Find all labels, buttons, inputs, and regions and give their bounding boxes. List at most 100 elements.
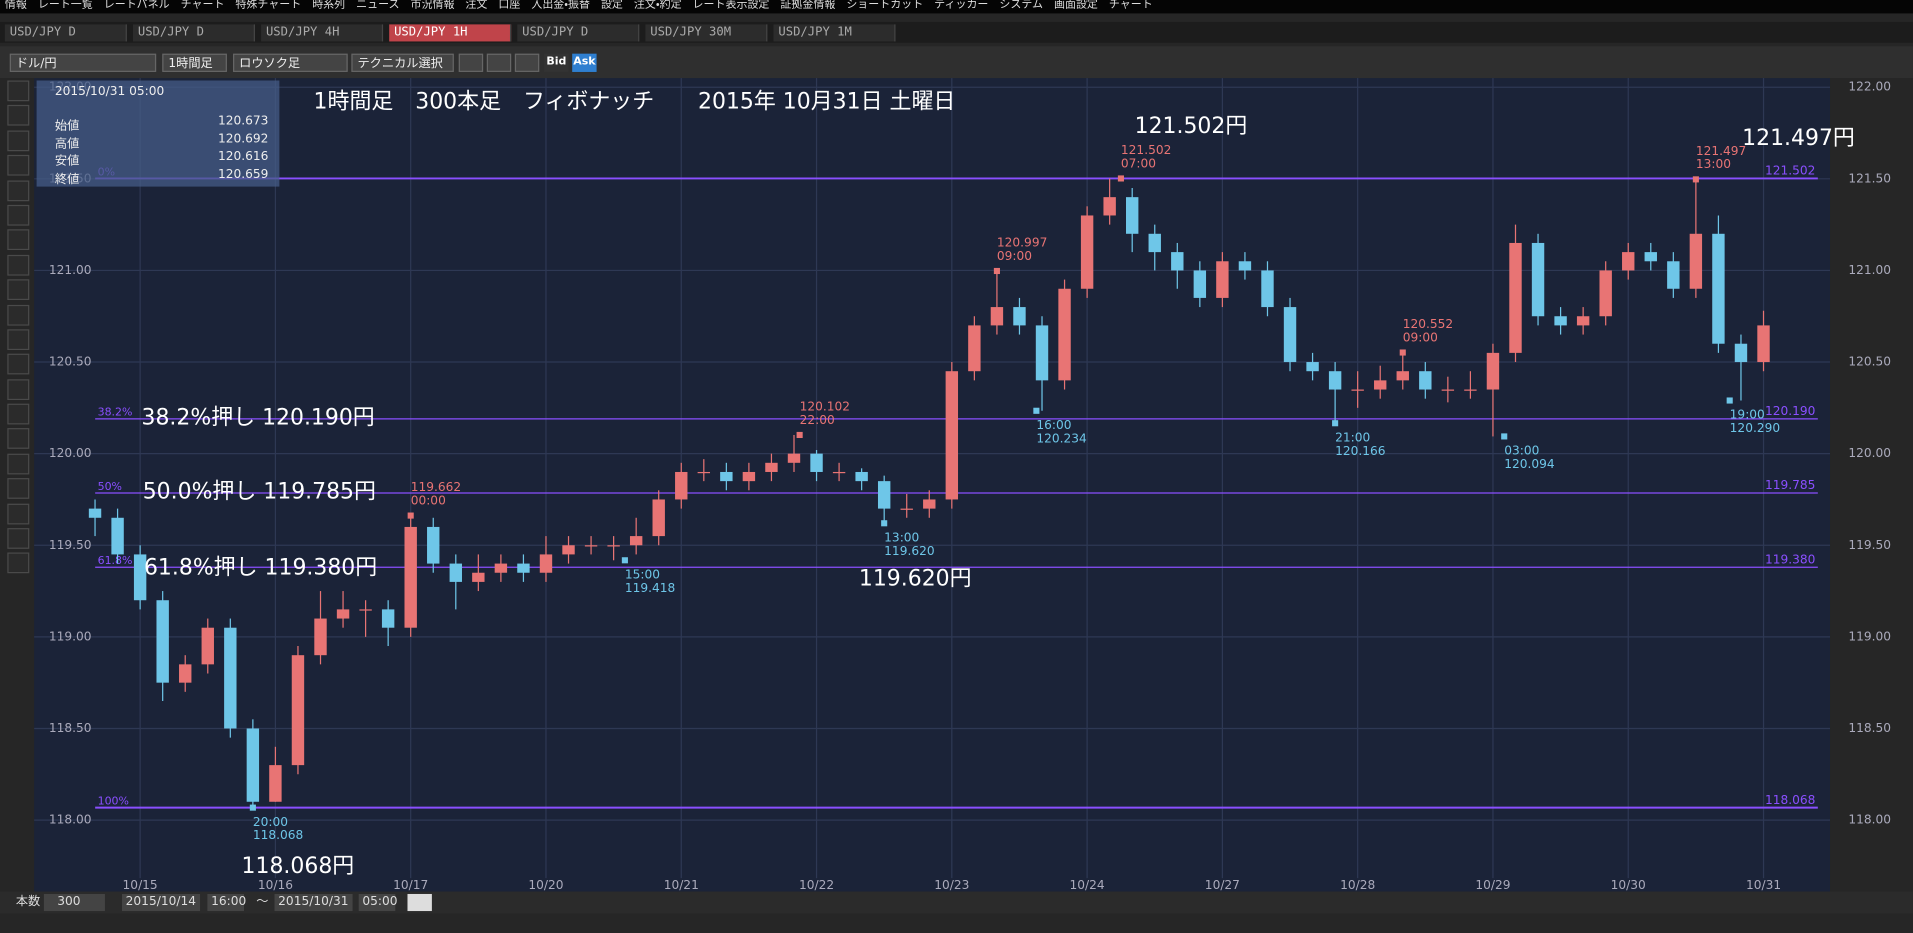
pair-select[interactable]: ドル/円 bbox=[9, 53, 157, 72]
tool-button[interactable] bbox=[7, 354, 30, 375]
tool-button[interactable] bbox=[7, 552, 30, 574]
menu-item[interactable]: システム bbox=[999, 0, 1044, 11]
tab[interactable]: USD/JPY 1H bbox=[389, 24, 512, 42]
menu-item[interactable]: ショートカット bbox=[846, 0, 924, 11]
menu-item[interactable]: レートパネル bbox=[103, 0, 170, 11]
menu-item[interactable]: 設定 bbox=[600, 0, 623, 11]
extreme-marker bbox=[993, 267, 1000, 275]
menu-item[interactable]: 注文 bbox=[465, 0, 488, 11]
candle-body bbox=[855, 471, 868, 482]
candle-body bbox=[1148, 233, 1161, 253]
fib-level-price: 121.502 bbox=[1765, 164, 1815, 178]
menu-item[interactable]: チャート bbox=[180, 0, 225, 11]
tool-button[interactable] bbox=[7, 403, 30, 425]
candle-body bbox=[1396, 371, 1409, 381]
candle-body bbox=[1035, 325, 1049, 381]
fib-note: 61.8%押し 119.380円 bbox=[144, 555, 377, 580]
tab[interactable]: USD/JPY D bbox=[517, 24, 640, 42]
tool-button[interactable] bbox=[7, 105, 30, 127]
menu-item[interactable]: ティッカー bbox=[934, 0, 989, 11]
tool-button[interactable] bbox=[7, 254, 30, 276]
to-time[interactable]: 05:00 bbox=[358, 893, 398, 912]
tool-button[interactable] bbox=[7, 329, 30, 350]
candle-body bbox=[1171, 252, 1184, 271]
candle-body bbox=[810, 453, 823, 472]
tool-button[interactable] bbox=[7, 155, 30, 176]
y-tick-label: 121.50 bbox=[1848, 171, 1891, 185]
info-button[interactable] bbox=[486, 53, 512, 72]
tool-button[interactable] bbox=[7, 453, 30, 475]
fib-level-name: 100% bbox=[98, 795, 129, 808]
menu-item[interactable]: 入出金・振替 bbox=[531, 0, 590, 11]
tool-button[interactable] bbox=[7, 80, 30, 102]
candle-body bbox=[1306, 362, 1319, 372]
tool-button[interactable] bbox=[7, 204, 30, 226]
extreme-time: 13:00 bbox=[1696, 157, 1731, 171]
count-input[interactable]: 300 bbox=[43, 893, 105, 912]
info-box: 2015/10/31 05:00 始値 120.673 高値 120.692 安値 120… bbox=[36, 80, 280, 187]
tool-button[interactable] bbox=[7, 304, 30, 326]
tool-button[interactable] bbox=[7, 528, 30, 549]
tool-button[interactable] bbox=[7, 428, 30, 450]
menu-item[interactable]: 口座 bbox=[498, 0, 521, 11]
price-note: 119.620円 bbox=[859, 566, 972, 591]
candle-body bbox=[1712, 233, 1725, 344]
technical-select[interactable]: テクニカル選択 bbox=[351, 53, 454, 72]
candle-body bbox=[1734, 343, 1748, 363]
y-tick-label: 119.50 bbox=[49, 538, 92, 552]
extreme-time: 13:00 bbox=[884, 530, 919, 544]
extreme-price: 119.620 bbox=[884, 544, 934, 558]
from-date[interactable]: 2015/10/14 bbox=[122, 893, 201, 912]
pen-button[interactable] bbox=[458, 53, 484, 72]
y-tick-label: 118.00 bbox=[49, 813, 92, 827]
info-datetime: 2015/10/31 05:00 bbox=[54, 85, 165, 99]
tool-button[interactable] bbox=[7, 130, 30, 151]
extreme-time: 00:00 bbox=[411, 493, 446, 507]
menu-item[interactable]: 画面設定 bbox=[1053, 0, 1098, 11]
menu-item[interactable]: 時系列 bbox=[312, 0, 346, 11]
extreme-time: 09:00 bbox=[1403, 330, 1438, 344]
tab[interactable]: USD/JPY 1M bbox=[773, 24, 896, 42]
extreme-time: 19:00 bbox=[1730, 408, 1765, 422]
apply-button[interactable] bbox=[407, 893, 432, 912]
to-date[interactable]: 2015/10/31 bbox=[274, 893, 353, 912]
x-tick-label: 10/21 bbox=[664, 878, 699, 892]
menu-item[interactable]: 注文・約定 bbox=[633, 0, 682, 11]
tool-button[interactable] bbox=[7, 478, 30, 500]
from-time[interactable]: 16:00 bbox=[207, 893, 246, 912]
candle-body bbox=[1757, 325, 1770, 363]
menu-item[interactable]: 特殊チャート bbox=[235, 0, 302, 11]
menu-item[interactable]: レート一覧 bbox=[37, 0, 93, 11]
candle-body bbox=[314, 618, 327, 656]
menu-item[interactable]: 証拠金情報 bbox=[780, 0, 836, 11]
tab[interactable]: USD/JPY D bbox=[4, 24, 127, 42]
bid-button[interactable]: Bid bbox=[544, 53, 569, 72]
extreme-price: 119.662 bbox=[411, 480, 461, 494]
extreme-marker bbox=[796, 431, 803, 439]
tool-button[interactable] bbox=[7, 279, 30, 301]
fib-note: 38.2%押し 120.190円 bbox=[142, 405, 375, 430]
tool-button[interactable] bbox=[7, 179, 30, 201]
menu-item[interactable]: ニュース bbox=[356, 0, 400, 11]
menu-item[interactable]: 情報 bbox=[4, 0, 27, 11]
extreme-price: 120.102 bbox=[800, 399, 850, 413]
tool-button[interactable] bbox=[7, 229, 30, 251]
extreme-marker bbox=[621, 557, 628, 564]
chart-button[interactable] bbox=[514, 53, 540, 72]
extreme-time: 15:00 bbox=[625, 567, 660, 581]
style-select[interactable]: ロウソク足 bbox=[233, 53, 348, 72]
timeframe-select[interactable]: 1時間足 bbox=[162, 53, 227, 72]
tab[interactable]: USD/JPY D bbox=[132, 24, 255, 42]
menu-item[interactable]: チャート bbox=[1108, 0, 1153, 11]
candle-body bbox=[900, 508, 913, 510]
tool-button[interactable] bbox=[7, 378, 30, 400]
ask-button[interactable]: Ask bbox=[572, 53, 597, 72]
fib-level-price: 119.380 bbox=[1765, 552, 1815, 566]
x-tick-label: 10/28 bbox=[1340, 878, 1375, 892]
menu-item[interactable]: 市況情報 bbox=[410, 0, 455, 11]
tab[interactable]: USD/JPY 30M bbox=[645, 24, 768, 42]
tab[interactable]: USD/JPY 4H bbox=[261, 24, 384, 42]
tool-button[interactable] bbox=[7, 503, 30, 524]
menu-item[interactable]: レート表示設定 bbox=[692, 0, 770, 11]
candle-body bbox=[1080, 215, 1094, 289]
